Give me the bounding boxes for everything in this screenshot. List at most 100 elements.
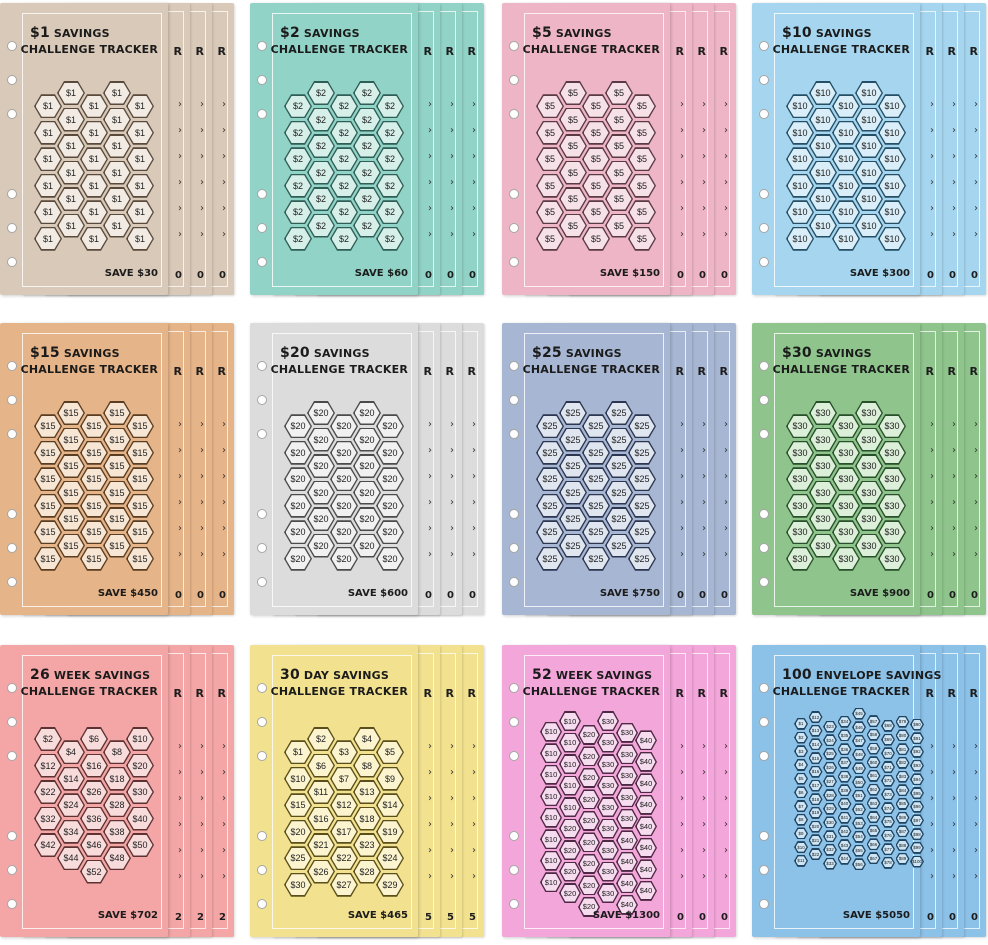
savings-hex-cell[interactable]: $10 bbox=[878, 200, 906, 225]
savings-hex-cell[interactable]: $5 bbox=[559, 160, 587, 185]
savings-hex-cell[interactable]: $10 bbox=[786, 226, 814, 251]
savings-hex-cell[interactable]: $25 bbox=[559, 480, 587, 505]
savings-hex-cell[interactable]: $5 bbox=[628, 94, 656, 119]
savings-hex-cell[interactable]: $5 bbox=[536, 120, 564, 145]
savings-hex-cell[interactable]: $5 bbox=[559, 107, 587, 132]
savings-hex-cell[interactable]: $1 bbox=[126, 200, 154, 225]
savings-hex-cell[interactable]: $15 bbox=[34, 546, 62, 571]
savings-hex-cell[interactable]: $10 bbox=[878, 147, 906, 172]
savings-hex-cell[interactable]: $5 bbox=[559, 187, 587, 211]
savings-hex-cell[interactable]: $5 bbox=[559, 81, 587, 105]
savings-hex-cell[interactable]: $5 bbox=[582, 226, 610, 251]
savings-hex-cell[interactable]: $5 bbox=[628, 226, 656, 251]
savings-hex-cell[interactable]: $25 bbox=[559, 427, 587, 452]
savings-hex-cell[interactable]: $10 bbox=[832, 226, 860, 251]
savings-hex-cell[interactable]: $1 bbox=[34, 147, 62, 172]
savings-hex-cell[interactable]: $5 bbox=[582, 147, 610, 172]
savings-hex-cell[interactable]: $15 bbox=[126, 414, 154, 439]
hex-amount: $20 bbox=[290, 447, 306, 458]
savings-hex-cell[interactable]: $10 bbox=[832, 173, 860, 198]
savings-hex-cell[interactable]: $10 bbox=[809, 187, 837, 211]
savings-hex-cell[interactable]: $1 bbox=[34, 94, 62, 119]
savings-hex-cell[interactable]: $5 bbox=[536, 147, 564, 172]
savings-hex-cell[interactable]: $10 bbox=[809, 160, 837, 185]
savings-hex-cell[interactable]: $10 bbox=[855, 187, 883, 211]
savings-hex-cell[interactable]: $10 bbox=[878, 226, 906, 251]
savings-hex-cell[interactable]: $10 bbox=[809, 107, 837, 132]
savings-hex-cell[interactable]: $10 bbox=[786, 173, 814, 198]
savings-hex-cell[interactable]: $5 bbox=[605, 187, 633, 211]
tracker-title: $1 SAVINGS bbox=[30, 25, 110, 41]
savings-hex-cell[interactable]: $5 bbox=[605, 81, 633, 105]
savings-hex-cell[interactable]: $1 bbox=[126, 226, 154, 251]
savings-hex-cell[interactable]: $15 bbox=[126, 493, 154, 518]
savings-hex-cell[interactable]: $10 bbox=[878, 120, 906, 145]
savings-hex-cell[interactable]: $10 bbox=[855, 160, 883, 185]
savings-hex-cell[interactable]: $25 bbox=[559, 507, 587, 531]
savings-hex-cell[interactable]: $25 bbox=[559, 533, 587, 558]
savings-hex-cell[interactable]: $15 bbox=[34, 493, 62, 518]
savings-hex-cell[interactable]: $15 bbox=[34, 414, 62, 439]
savings-hex-cell[interactable]: $10 bbox=[855, 134, 883, 158]
savings-hex-cell[interactable]: $10 bbox=[786, 147, 814, 172]
savings-hex-cell[interactable]: $25 bbox=[536, 546, 564, 571]
savings-hex-cell[interactable]: $10 bbox=[809, 213, 837, 238]
savings-hex-cell[interactable]: $5 bbox=[536, 200, 564, 225]
savings-hex-cell[interactable]: $10 bbox=[786, 200, 814, 225]
savings-hex-cell[interactable]: $25 bbox=[536, 520, 564, 545]
savings-hex-cell[interactable]: $25 bbox=[559, 401, 587, 425]
savings-hex-cell[interactable]: $1 bbox=[126, 94, 154, 119]
savings-hex-cell[interactable]: $15 bbox=[126, 520, 154, 545]
savings-hex-cell[interactable]: $1 bbox=[126, 120, 154, 145]
savings-hex-cell[interactable]: $1 bbox=[34, 200, 62, 225]
savings-hex-cell[interactable]: $10 bbox=[832, 94, 860, 119]
savings-hex-cell[interactable]: $5 bbox=[605, 107, 633, 132]
savings-hex-cell[interactable]: $10 bbox=[786, 94, 814, 119]
savings-hex-cell[interactable]: $15 bbox=[34, 520, 62, 545]
savings-hex-cell[interactable]: $5 bbox=[559, 134, 587, 158]
savings-hex-cell[interactable]: $25 bbox=[536, 440, 564, 465]
savings-hex-cell[interactable]: $5 bbox=[605, 134, 633, 158]
savings-hex-cell[interactable]: $25 bbox=[536, 414, 564, 439]
savings-hex-cell[interactable]: $1 bbox=[34, 173, 62, 198]
savings-hex-cell[interactable]: $5 bbox=[582, 94, 610, 119]
savings-hex-cell[interactable]: $10 bbox=[855, 81, 883, 105]
savings-hex-cell[interactable]: $1 bbox=[126, 173, 154, 198]
savings-hex-cell[interactable]: $5 bbox=[628, 200, 656, 225]
savings-hex-cell[interactable]: $5 bbox=[582, 200, 610, 225]
savings-hex-cell[interactable]: $15 bbox=[126, 546, 154, 571]
savings-hex-cell[interactable]: $5 bbox=[628, 120, 656, 145]
savings-hex-cell[interactable]: $1 bbox=[126, 147, 154, 172]
savings-hex-cell[interactable]: $5 bbox=[536, 94, 564, 119]
savings-hex-cell[interactable]: $25 bbox=[559, 454, 587, 478]
savings-hex-cell[interactable]: $15 bbox=[80, 546, 108, 571]
savings-hex-cell[interactable]: $5 bbox=[605, 160, 633, 185]
savings-hex-cell[interactable]: $1 bbox=[57, 187, 85, 211]
savings-hex-cell[interactable]: $5 bbox=[605, 213, 633, 238]
savings-hex-cell[interactable]: $5 bbox=[536, 226, 564, 251]
savings-hex-cell[interactable]: $10 bbox=[855, 107, 883, 132]
savings-hex-cell[interactable]: $5 bbox=[582, 120, 610, 145]
savings-hex-cell[interactable]: $15 bbox=[126, 440, 154, 465]
savings-hex-cell[interactable]: $5 bbox=[536, 173, 564, 198]
savings-hex-cell[interactable]: $10 bbox=[786, 120, 814, 145]
savings-hex-cell[interactable]: $10 bbox=[855, 213, 883, 238]
savings-hex-cell[interactable]: $10 bbox=[809, 134, 837, 158]
savings-hex-cell[interactable]: $5 bbox=[582, 173, 610, 198]
savings-hex-cell[interactable]: $10 bbox=[832, 200, 860, 225]
savings-hex-cell[interactable]: $10 bbox=[832, 147, 860, 172]
savings-hex-cell[interactable]: $15 bbox=[126, 467, 154, 492]
savings-hex-cell[interactable]: $25 bbox=[536, 467, 564, 492]
savings-hex-cell[interactable]: $10 bbox=[878, 94, 906, 119]
savings-hex-cell[interactable]: $1 bbox=[34, 120, 62, 145]
savings-hex-cell[interactable]: $1 bbox=[34, 226, 62, 251]
savings-hex-cell[interactable]: $5 bbox=[559, 213, 587, 238]
savings-hex-cell[interactable]: $10 bbox=[809, 81, 837, 105]
savings-hex-cell[interactable]: $5 bbox=[628, 147, 656, 172]
savings-hex-cell[interactable]: $15 bbox=[34, 440, 62, 465]
savings-hex-cell[interactable]: $25 bbox=[536, 493, 564, 518]
savings-hex-cell[interactable]: $10 bbox=[832, 120, 860, 145]
savings-hex-cell[interactable]: $5 bbox=[628, 173, 656, 198]
savings-hex-cell[interactable]: $10 bbox=[878, 173, 906, 198]
savings-hex-cell[interactable]: $15 bbox=[34, 467, 62, 492]
